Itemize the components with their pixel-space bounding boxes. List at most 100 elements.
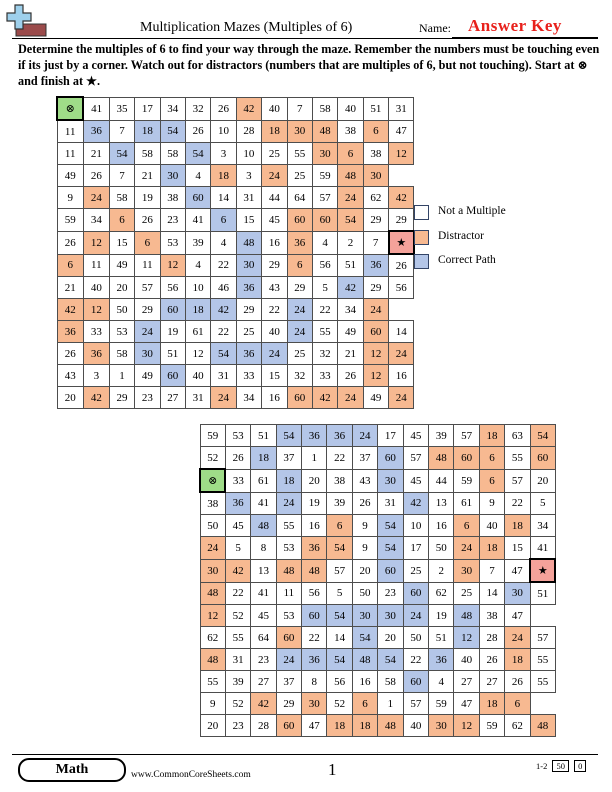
maze-cell: 5 (529, 491, 556, 515)
legend-swatch-correct-path (414, 254, 429, 269)
maze-cell-correct-path: 30 (377, 468, 404, 493)
maze-cell-distractor: 60 (362, 320, 390, 343)
maze-cell: 40 (82, 276, 110, 299)
maze-cell: 57 (311, 186, 339, 209)
maze-cell-distractor: 60 (286, 386, 313, 409)
maze-cell: 46 (210, 276, 237, 299)
maze-cell: 58 (108, 342, 136, 365)
site-url[interactable]: www.CommonCoreSheets.com (131, 770, 251, 780)
maze-cell: 51 (337, 253, 364, 277)
maze-cell-distractor: 18 (504, 514, 531, 537)
maze-cell-correct-path: 54 (377, 536, 404, 560)
maze-cell: 57 (504, 468, 531, 493)
maze-cell: 41 (529, 536, 556, 560)
maze-cell: 4 (428, 670, 455, 693)
maze-cell-distractor: 6 (478, 468, 506, 493)
maze-cell: 21 (337, 342, 364, 365)
maze-cell-distractor: 48 (199, 581, 226, 605)
maze-cell: 49 (337, 320, 364, 343)
maze-cell: 14 (388, 320, 415, 343)
maze-cell: 1 (108, 364, 136, 387)
maze-cell: 38 (478, 604, 506, 627)
maze-cell-correct-path: 48 (351, 648, 379, 671)
maze-cell-distractor: 48 (428, 446, 455, 470)
maze-cell: 31 (388, 96, 415, 121)
maze-cell: 8 (301, 670, 328, 693)
maze-cell: 40 (261, 320, 288, 343)
score-range: 1-2 (536, 761, 548, 771)
maze-cell: 9 (351, 536, 379, 560)
maze-row: 38 36 41 24 19 39 26 31 42 13 61 9 22 5 (199, 491, 556, 515)
maze-cell: 50 (199, 514, 226, 537)
maze-cell: 37 (275, 446, 303, 470)
maze-cell: 58 (377, 670, 404, 693)
maze-cell: 38 (337, 119, 364, 143)
maze-cell: 27 (250, 670, 277, 693)
maze-cell: 49 (134, 364, 161, 387)
maze-cell: 45 (402, 424, 430, 447)
maze-cell: 50 (402, 626, 430, 649)
maze-cell: 16 (388, 364, 415, 387)
maze-cell-distractor: 48 (529, 714, 556, 737)
maze-cell: 22 (504, 491, 531, 515)
maze-cell-correct-path: 24 (275, 648, 303, 671)
maze-cell-distractor: 54 (529, 424, 556, 447)
maze-cell: 62 (504, 714, 531, 737)
maze-cell: 40 (261, 96, 288, 121)
maze-cell: 29 (286, 276, 313, 299)
maze-cell: 57 (134, 276, 161, 299)
maze-cell: 40 (453, 648, 480, 671)
maze-cell-correct-path: 36 (235, 276, 263, 299)
maze-cell: 32 (184, 96, 212, 121)
maze-cell: 49 (362, 386, 390, 409)
maze-cell-correct-path: 18 (134, 119, 161, 143)
name-line (452, 37, 598, 38)
maze-cell: 28 (250, 714, 277, 737)
maze-cell: 9 (56, 186, 84, 209)
maze-row: 26 36 58 30 51 12 54 36 24 25 32 21 12 24 (56, 342, 415, 365)
maze-cell: 25 (402, 558, 430, 583)
maze-row: 6 11 49 11 12 4 22 30 29 6 56 51 36 26 (56, 253, 415, 277)
maze-cell: 57 (326, 558, 353, 583)
maze-cell: 39 (184, 230, 212, 255)
maze-row: ⊗ 41 35 17 34 32 26 42 40 7 58 40 51 31 (55, 96, 415, 121)
score-box: 1-2 50 0 (536, 760, 587, 772)
maze-cell: 20 (351, 558, 379, 583)
maze-cell-distractor: 36 (56, 320, 84, 343)
maze-cell: 25 (286, 342, 313, 365)
maze-row: ⊗ 33 61 18 20 38 43 30 45 44 59 6 57 20 (198, 468, 556, 493)
maze-cell-correct-path: 54 (326, 604, 353, 627)
maze-cell: 1 (377, 692, 404, 715)
maze-cell-correct-path: 60 (402, 581, 430, 605)
maze-cell: 22 (210, 253, 237, 277)
maze-cell: 41 (250, 581, 277, 605)
maze-start-cell: ⊗ (55, 96, 85, 121)
maze-cell: 29 (108, 386, 136, 409)
maze-cell: 25 (453, 581, 480, 605)
maze-cell: 55 (275, 514, 303, 537)
maze-cell-correct-path: 54 (275, 424, 303, 447)
maze-cell: 15 (108, 230, 136, 255)
maze-cell: 47 (504, 604, 531, 627)
maze-cell: 40 (478, 514, 506, 537)
maze-cell: 17 (377, 424, 404, 447)
maze-cell-distractor: 30 (286, 119, 313, 143)
maze-cell: 10 (184, 276, 212, 299)
maze-cell-correct-path: 30 (504, 581, 531, 605)
maze-cell: 34 (529, 514, 556, 537)
maze-cell-distractor: 24 (453, 536, 480, 560)
maze-cell-correct-path: 36 (362, 253, 390, 277)
score-zero: 0 (574, 760, 587, 772)
maze-cell: 64 (286, 186, 313, 209)
maze-cell: 50 (428, 536, 455, 560)
maze-cell-correct-path: 60 (402, 670, 430, 693)
maze-row: 30 42 13 48 48 57 20 60 25 2 30 7 47 ★ (199, 558, 557, 583)
maze-cell: 9 (199, 692, 226, 715)
maze-row: 59 53 51 54 36 36 24 17 45 39 57 18 63 54 (199, 424, 556, 447)
maze-row: 36 33 53 24 19 61 22 25 40 24 55 49 60 14 (56, 320, 415, 343)
maze-cell: 26 (56, 230, 84, 255)
maze-cell: 23 (250, 648, 277, 671)
maze-cell-correct-path: 24 (286, 320, 313, 343)
maze-row: 48 22 41 11 56 5 50 23 60 62 25 14 30 51 (199, 581, 556, 605)
maze-cell: 53 (159, 230, 186, 255)
